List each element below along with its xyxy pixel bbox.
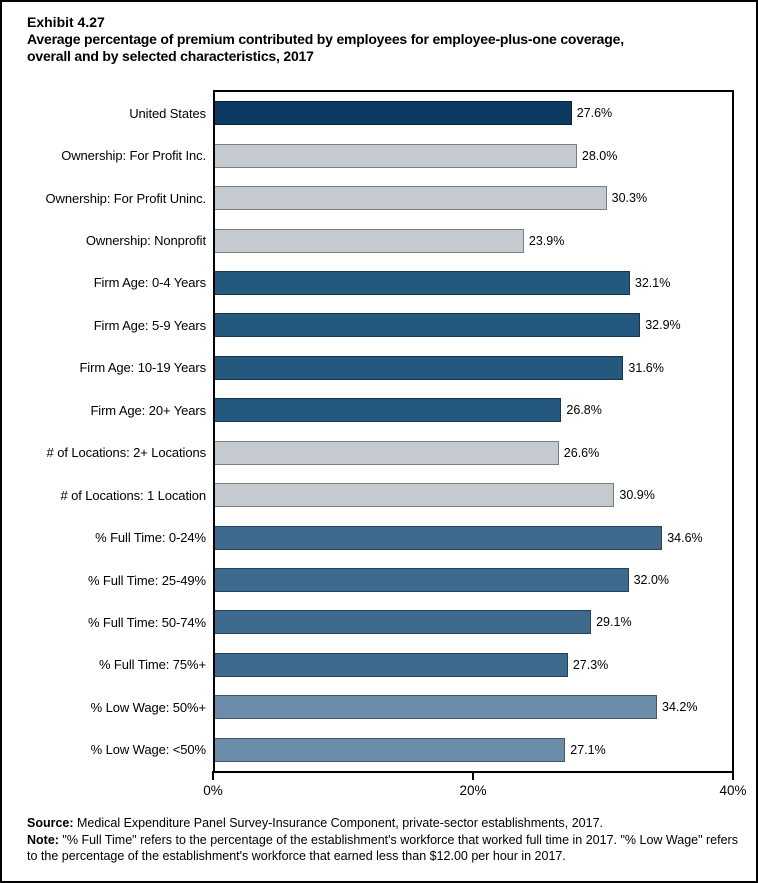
bar (215, 525, 663, 550)
bar-row: 32.0% (215, 559, 732, 601)
bar-value-label: 26.8% (566, 403, 602, 418)
source-label: Source: (27, 816, 74, 830)
category-label: Ownership: For Profit Inc. (61, 148, 206, 164)
x-axis-tick-40 (732, 771, 734, 780)
category-label: % Full Time: 25-49% (87, 572, 206, 588)
bar (215, 313, 641, 338)
bar (215, 228, 524, 253)
bar-value-label: 29.1% (596, 615, 632, 630)
category-axis-labels: United States Ownership: For Profit Inc. O… (2, 92, 207, 771)
bar (215, 483, 615, 508)
bar-row: 31.6% (215, 347, 732, 389)
category-label: % Low Wage: <50% (90, 742, 206, 758)
bar-value-label: 28.0% (581, 148, 618, 163)
note-label: Note: (27, 832, 59, 847)
bar-value-label: 32.0% (633, 573, 670, 588)
bar-value-label: 27.3% (572, 657, 609, 672)
category-label: Firm Age: 20+ Years (90, 402, 206, 418)
bar-row: 30.9% (215, 474, 732, 516)
bar (215, 568, 629, 593)
bar-row: 32.1% (215, 262, 732, 304)
bar (215, 695, 658, 720)
category-label: Firm Age: 0-4 Years (93, 275, 206, 291)
bar (215, 186, 607, 211)
bar-row: 32.9% (215, 304, 732, 346)
bar (215, 737, 566, 762)
bar-row: 29.1% (215, 601, 732, 643)
category-label: % Full Time: 50-74% (87, 614, 206, 630)
x-tick-label-40: 40% (719, 783, 747, 798)
bar-row: 34.2% (215, 686, 732, 728)
bar-value-label: 34.2% (662, 700, 698, 715)
bar-value-label: 34.6% (667, 530, 703, 545)
category-label: # of Locations: 1 Location (60, 487, 206, 503)
plot-area: 27.6% 28.0% 30.3% 23.9% 32.1% 32.9% 31.6% 26.8%… (213, 90, 734, 773)
bar-value-label: 26.6% (563, 445, 600, 460)
x-tick-label-20: 20% (459, 783, 487, 798)
bar-row: 28.0% (215, 134, 732, 176)
x-axis-tick-0 (212, 771, 214, 780)
bar-value-label: 23.9% (528, 233, 565, 248)
category-label: % Low Wage: 50%+ (90, 699, 206, 715)
chart-title-line-2: overall and by selected characteristics,… (27, 48, 314, 64)
bar-row: 27.6% (215, 92, 732, 134)
x-tick-label-0: 0% (203, 783, 223, 798)
bar-value-label: 32.9% (645, 318, 681, 333)
category-label: Ownership: Nonprofit (85, 233, 206, 249)
bar-row: 34.6% (215, 516, 732, 558)
bar (215, 143, 577, 168)
bar-value-label: 30.9% (619, 488, 655, 503)
category-label: # of Locations: 2+ Locations (46, 445, 207, 461)
bar (215, 440, 559, 465)
bar (215, 355, 624, 380)
bar-row: 27.1% (215, 729, 732, 771)
bar (215, 270, 630, 295)
category-label: Firm Age: 5-9 Years (93, 317, 206, 333)
bar-value-label: 27.1% (570, 742, 606, 757)
bar (215, 610, 592, 635)
bar-row: 26.8% (215, 389, 732, 431)
bar-row: 30.3% (215, 177, 732, 219)
category-label: Ownership: For Profit Uninc. (45, 190, 207, 206)
bar-value-label: 27.6% (576, 106, 613, 121)
category-label: % Full Time: 75%+ (98, 657, 206, 673)
source-text: Medical Expenditure Panel Survey-Insuran… (73, 816, 603, 830)
bar-value-label: 32.1% (634, 275, 671, 290)
category-label: % Full Time: 0-24% (95, 530, 206, 546)
bar (215, 101, 572, 126)
bar-row: 27.3% (215, 644, 732, 686)
bar (215, 398, 562, 423)
plot-rows: 27.6% 28.0% 30.3% 23.9% 32.1% 32.9% 31.6% 26.8%… (215, 92, 732, 771)
bar-value-label: 30.3% (611, 191, 648, 206)
chart-header: Exhibit 4.27 Average percentage of premi… (27, 14, 747, 65)
bar-row: 26.6% (215, 432, 732, 474)
chart-footer: Source: Medical Expenditure Panel Survey… (27, 815, 739, 865)
chart-title-line-1: Average percentage of premium contribute… (27, 31, 624, 47)
bar-row: 23.9% (215, 219, 732, 261)
bar (215, 652, 568, 677)
category-label: United States (129, 105, 206, 121)
note-text: "% Full Time" refers to the percentage o… (27, 832, 738, 864)
bar-value-label: 31.6% (628, 360, 664, 375)
x-axis-tick-20 (472, 771, 474, 780)
category-label: Firm Age: 10-19 Years (79, 360, 206, 376)
exhibit-number: Exhibit 4.27 (27, 14, 105, 30)
footnote: Note: "% Full Time" refers to the percen… (27, 832, 739, 865)
source-note: Source: Medical Expenditure Panel Survey… (27, 815, 739, 832)
